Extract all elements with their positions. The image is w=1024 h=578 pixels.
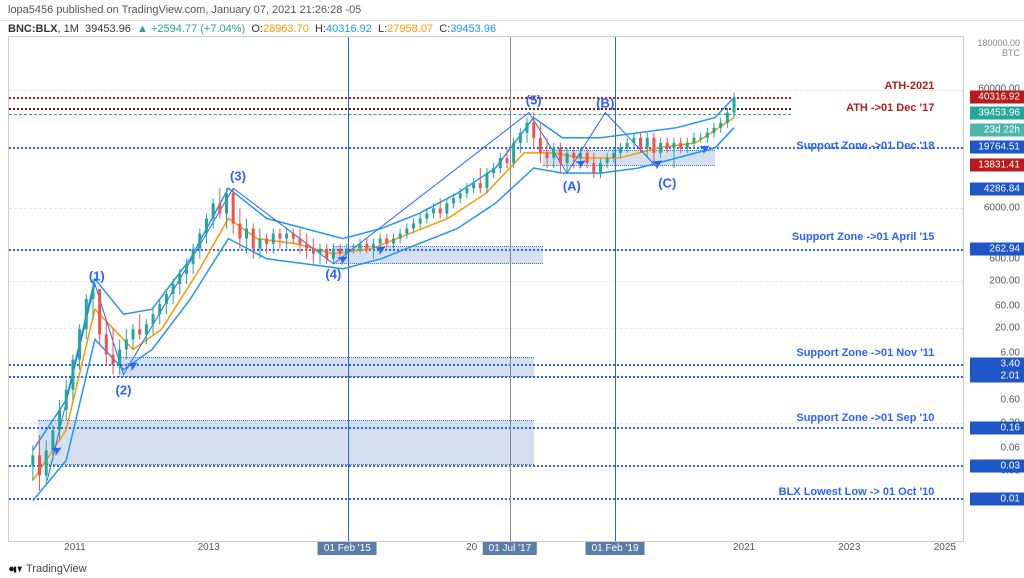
annotation-label: Support Zone ->01 Nov '11 bbox=[796, 347, 934, 359]
x-axis-tick: 2021 bbox=[733, 542, 755, 553]
elliott-wave-label: (4) bbox=[325, 266, 341, 281]
ohlc-low: 27958.07 bbox=[387, 23, 433, 35]
chart-pane[interactable]: (1) (2) (3) (4) (5) (A) (B) (C) ATH-2021 ATH ->01… bbox=[8, 36, 964, 542]
price-tag: 3.40 bbox=[970, 357, 1024, 370]
publish-header: lopa5456 published on TradingView.com, J… bbox=[0, 0, 1024, 21]
price-tag: 262.94 bbox=[970, 242, 1024, 255]
elliott-wave-label: (A) bbox=[563, 178, 581, 193]
branding-footer: TradingView bbox=[8, 562, 87, 576]
time-axis[interactable]: 2011 2013 2021 2023 2025 01 Feb '15 01 Jul '17… bbox=[8, 542, 964, 560]
y-axis-tick: 6000.00 bbox=[984, 203, 1020, 214]
ohlc-high: 40316.92 bbox=[326, 23, 372, 35]
elliott-wave-label: (C) bbox=[658, 176, 676, 191]
annotation-label: Support Zone ->01 April '15 bbox=[792, 231, 934, 243]
annotation-label: ATH-2021 bbox=[884, 80, 934, 92]
x-axis-tick: 2011 bbox=[64, 542, 86, 553]
y-axis-tick: 60.00 bbox=[995, 300, 1020, 311]
price-tag: 19764.51 bbox=[970, 141, 1024, 154]
author: lopa5456 bbox=[8, 4, 53, 16]
price-tag: 40316.92 bbox=[970, 90, 1024, 103]
elliott-wave-label: (B) bbox=[596, 95, 614, 110]
ohlc-open: 28963.70 bbox=[263, 23, 309, 35]
price-tag: 4286.84 bbox=[970, 182, 1024, 195]
price-tag: 0.01 bbox=[970, 492, 1024, 505]
annotation-label: BLX Lowest Low -> 01 Oct '10 bbox=[779, 486, 935, 498]
price-tag: 2.01 bbox=[970, 370, 1024, 383]
elliott-wave-label: (2) bbox=[116, 382, 132, 397]
x-axis-tick: 2013 bbox=[198, 542, 220, 553]
elliott-wave-label: (1) bbox=[89, 269, 105, 284]
symbol: BNC:BLX bbox=[8, 23, 58, 35]
price-tag: 23d 22h bbox=[970, 123, 1024, 136]
price-axis[interactable]: 180000.00BTC 60000.006000.00600.00200.00… bbox=[964, 36, 1024, 542]
price-tag: 0.16 bbox=[970, 421, 1024, 434]
y-axis-tick: 20.00 bbox=[995, 323, 1020, 334]
change-pct: (+7.04%) bbox=[200, 23, 245, 35]
x-axis-marker: 01 Jul '17 bbox=[483, 542, 538, 555]
annotation-label: ATH ->01 Dec '17 bbox=[846, 102, 934, 114]
x-axis-marker: 01 Feb '19 bbox=[586, 542, 645, 555]
annotation-label: Support Zone ->01 Sep '10 bbox=[796, 412, 934, 424]
x-axis-tick: 2025 bbox=[934, 542, 956, 553]
axis-top-label: 180000.00BTC bbox=[977, 38, 1020, 58]
last-price: 39453.96 bbox=[85, 23, 131, 35]
elliott-wave-label: (5) bbox=[526, 93, 542, 108]
x-axis-marker: 01 Feb '15 bbox=[318, 542, 377, 555]
x-axis-tick: 2023 bbox=[838, 542, 860, 553]
price-tag: 0.03 bbox=[970, 460, 1024, 473]
y-axis-tick: 0.06 bbox=[1001, 443, 1020, 454]
ohlc-close: 39453.96 bbox=[450, 23, 496, 35]
interval: 1M bbox=[64, 23, 79, 35]
chart-svg bbox=[9, 37, 963, 541]
elliott-wave-label: (3) bbox=[230, 168, 246, 183]
publish-info: published on TradingView.com, January 07… bbox=[56, 4, 361, 16]
y-axis-tick: 0.60 bbox=[1001, 395, 1020, 406]
annotation-label: Support Zone ->01 Dec '18 bbox=[796, 140, 934, 152]
change: +2594.77 bbox=[151, 23, 197, 35]
tradingview-icon bbox=[8, 562, 22, 576]
price-tag: 39453.96 bbox=[970, 107, 1024, 120]
symbol-info-bar: BNC:BLX, 1M 39453.96 ▲ +2594.77 (+7.04%)… bbox=[0, 21, 1024, 37]
price-tag: 13831.41 bbox=[970, 158, 1024, 171]
y-axis-tick: 200.00 bbox=[989, 276, 1020, 287]
brand-text: TradingView bbox=[26, 563, 87, 575]
